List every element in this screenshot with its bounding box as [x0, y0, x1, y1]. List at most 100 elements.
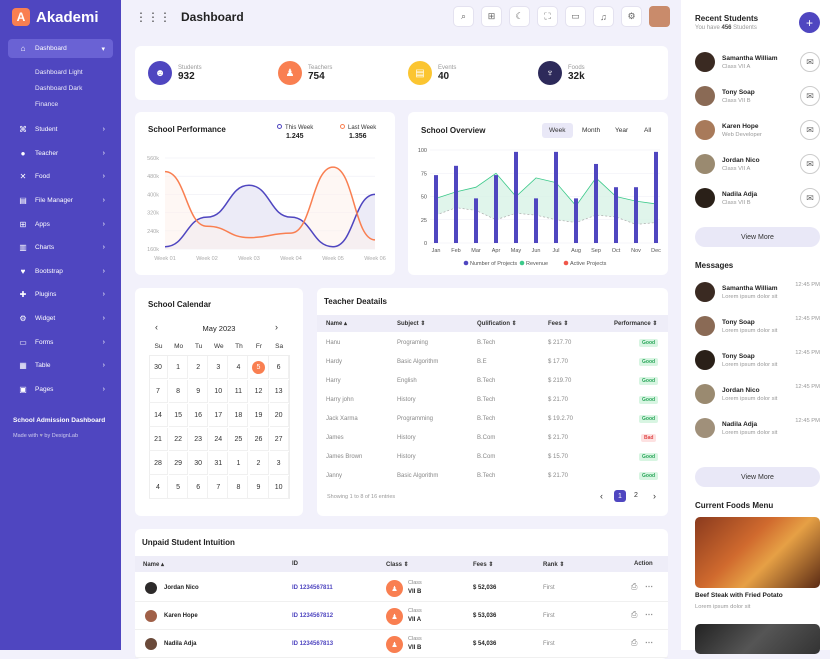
calendar-date[interactable]: 17 — [209, 404, 229, 427]
food-image[interactable] — [695, 517, 820, 588]
recent-student[interactable]: Nadila Adja Class VII B ✉ — [695, 186, 820, 210]
calendar-date[interactable]: 18 — [229, 404, 249, 427]
mail-icon[interactable]: ✉ — [800, 86, 820, 106]
calendar-date[interactable]: 28 — [149, 452, 168, 475]
chat-icon[interactable]: ▭ — [565, 6, 586, 27]
sidebar-item-table[interactable]: ▦ Table › — [0, 354, 121, 378]
calendar-date[interactable]: 15 — [169, 404, 189, 427]
print-icon[interactable]: ⎙ — [631, 610, 638, 619]
calendar-date[interactable]: 16 — [189, 404, 209, 427]
tab-month[interactable]: Month — [582, 127, 601, 134]
column-header-action[interactable]: Action — [634, 561, 653, 567]
apps-icon[interactable]: ⊞ — [481, 6, 502, 27]
column-header-subject[interactable]: Subject ⇕ — [397, 321, 426, 327]
recent-student[interactable]: Jordan Nico Class VII A ✉ — [695, 152, 820, 176]
message-item[interactable]: Jordan Nico Lorem ipsum dolor sit 12:45 PM — [695, 382, 820, 406]
food-image-2[interactable] — [695, 624, 820, 654]
calendar-date[interactable]: 10 — [269, 476, 289, 499]
calendar-date[interactable]: 19 — [249, 404, 269, 427]
message-item[interactable]: Tony Soap Lorem ipsum dolor sit 12:45 PM — [695, 348, 820, 372]
page-1-button[interactable]: 1 — [614, 490, 626, 502]
search-icon[interactable]: ⌕ — [453, 6, 474, 27]
mail-icon[interactable]: ✉ — [800, 188, 820, 208]
tab-year[interactable]: Year — [615, 127, 629, 134]
user-avatar[interactable] — [649, 6, 670, 27]
column-header-name[interactable]: Name ▴ — [143, 562, 165, 568]
recent-view-more-button[interactable]: View More — [695, 227, 820, 247]
message-item[interactable]: Nadila Adja Lorem ipsum dolor sit 12:45 PM — [695, 416, 820, 440]
print-icon[interactable]: ⎙ — [631, 638, 638, 647]
tab-all[interactable]: All — [644, 127, 652, 134]
calendar-date[interactable]: 2 — [189, 356, 209, 379]
calendar-date[interactable]: 20 — [269, 404, 289, 427]
add-student-button[interactable]: + — [799, 12, 820, 33]
column-header-rank[interactable]: Rank ⇕ — [543, 562, 565, 568]
calendar-date[interactable]: 14 — [149, 404, 168, 427]
sidebar-subitem[interactable]: Finance — [35, 100, 59, 108]
calendar-date[interactable]: 9 — [189, 380, 209, 403]
sidebar-subitem[interactable]: Dashboard Dark — [35, 84, 83, 92]
calendar-date[interactable]: 2 — [249, 452, 269, 475]
prev-month-icon[interactable]: ‹ — [155, 322, 158, 332]
calendar-date[interactable]: 21 — [149, 428, 168, 451]
sidebar-item-pages[interactable]: ▣ Pages › — [0, 378, 121, 402]
sidebar-item-dashboard[interactable]: ⌂ Dashboard ▾ — [8, 39, 113, 58]
mail-icon[interactable]: ✉ — [800, 120, 820, 140]
menu-grid-icon[interactable]: ⋮⋮⋮ — [135, 10, 171, 24]
calendar-date[interactable]: 29 — [169, 452, 189, 475]
column-header-qulification[interactable]: Qulification ⇕ — [477, 321, 517, 327]
calendar-date[interactable]: 7 — [149, 380, 168, 403]
calendar-date[interactable]: 6 — [189, 476, 209, 499]
calendar-date[interactable]: 26 — [249, 428, 269, 451]
sidebar-item-plugins[interactable]: ✚ Plugins › — [0, 283, 121, 307]
calendar-date[interactable]: 25 — [229, 428, 249, 451]
calendar-date[interactable]: 7 — [209, 476, 229, 499]
sidebar-item-apps[interactable]: ⊞ Apps › — [0, 212, 121, 236]
calendar-date[interactable]: 3 — [269, 452, 289, 475]
calendar-date[interactable]: 13 — [269, 380, 289, 403]
calendar-date[interactable]: 24 — [209, 428, 229, 451]
gear-icon[interactable]: ⚙ — [621, 6, 642, 27]
column-header-id[interactable]: ID — [292, 561, 298, 567]
calendar-date[interactable]: 1 — [229, 452, 249, 475]
column-header-performance[interactable]: Performance ⇕ — [614, 321, 658, 327]
messages-view-more-button[interactable]: View More — [695, 467, 820, 487]
calendar-date[interactable]: 8 — [169, 380, 189, 403]
sidebar-item-widget[interactable]: ⚙ Widget › — [0, 307, 121, 331]
calendar-date[interactable]: 4 — [149, 476, 168, 499]
mail-icon[interactable]: ✉ — [800, 154, 820, 174]
page-prev-icon[interactable]: ‹ — [600, 491, 603, 501]
calendar-date[interactable]: 27 — [269, 428, 289, 451]
calendar-date[interactable]: 30 — [189, 452, 209, 475]
calendar-date[interactable]: 1 — [169, 356, 189, 379]
calendar-date[interactable]: 10 — [209, 380, 229, 403]
page-2-button[interactable]: 2 — [634, 492, 638, 499]
column-header-fees[interactable]: Fees ⇕ — [548, 321, 569, 327]
moon-icon[interactable]: ☾ — [509, 6, 530, 27]
calendar-date[interactable]: 22 — [169, 428, 189, 451]
calendar-date[interactable]: 5 — [169, 476, 189, 499]
message-item[interactable]: Tony Soap Lorem ipsum dolor sit 12:45 PM — [695, 314, 820, 338]
sidebar-item-forms[interactable]: ▭ Forms › — [0, 330, 121, 354]
message-item[interactable]: Samantha William Lorem ipsum dolor sit 12:… — [695, 280, 820, 304]
calendar-date[interactable]: 6 — [269, 356, 289, 379]
sidebar-subitem[interactable]: Dashboard Light — [35, 68, 83, 76]
sidebar-item-charts[interactable]: ▥ Charts › — [0, 236, 121, 260]
sidebar-item-food[interactable]: ✕ Food › — [0, 165, 121, 189]
calendar-date[interactable]: 8 — [229, 476, 249, 499]
calendar-date[interactable]: 31 — [209, 452, 229, 475]
bell-icon[interactable]: ♫ — [593, 6, 614, 27]
calendar-date[interactable]: 3 — [209, 356, 229, 379]
column-header-name[interactable]: Name ▴ — [326, 321, 348, 327]
more-icon[interactable]: ⋯ — [645, 610, 653, 619]
print-icon[interactable]: ⎙ — [631, 582, 638, 591]
food-item-name[interactable]: Beef Steak with Fried Potato — [695, 592, 783, 599]
sidebar-item-file-manager[interactable]: ▤ File Manager › — [0, 189, 121, 213]
recent-student[interactable]: Karen Hope Web Developer ✉ — [695, 118, 820, 142]
mail-icon[interactable]: ✉ — [800, 52, 820, 72]
next-month-icon[interactable]: › — [275, 322, 278, 332]
sidebar-item-bootstrap[interactable]: ♥ Bootstrap › — [0, 260, 121, 284]
brand[interactable]: A Akademi — [0, 0, 121, 34]
column-header-fees[interactable]: Fees ⇕ — [473, 562, 494, 568]
fullscreen-icon[interactable]: ⛶ — [537, 6, 558, 27]
